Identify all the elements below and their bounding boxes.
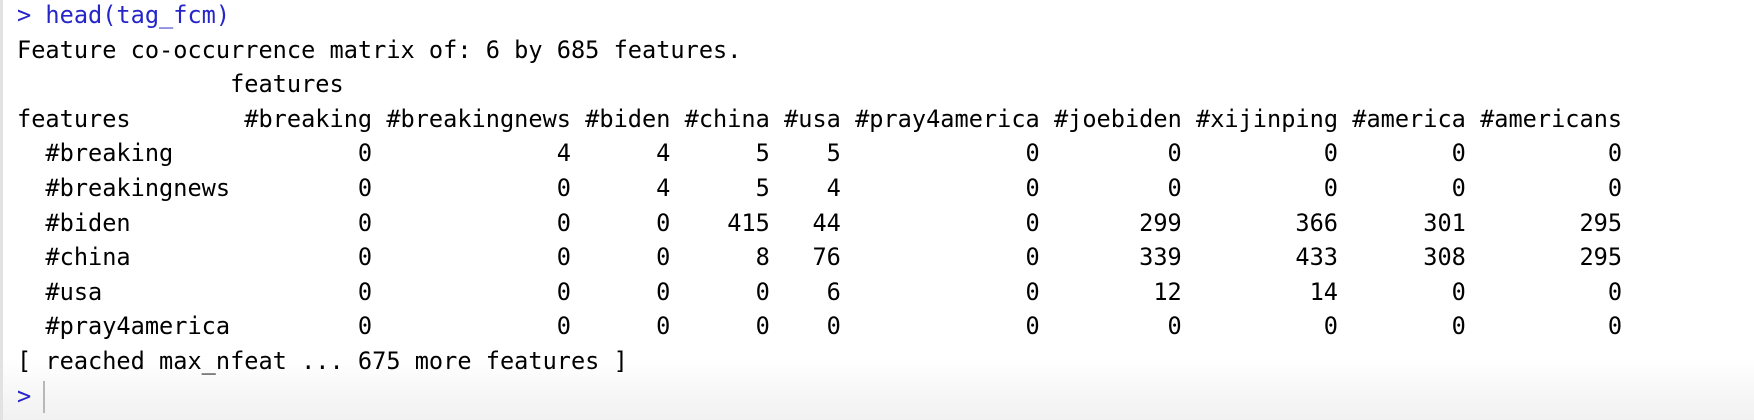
matrix-value: 366 (1295, 208, 1339, 237)
matrix-value: 0 (556, 277, 571, 306)
matrix-row: #china 0 0 0 8 76 0 339 433 308 295 (17, 240, 1747, 274)
input-line[interactable]: > (17, 379, 1747, 413)
row-name: #breaking (45, 139, 174, 168)
matrix-value: 6 (826, 277, 841, 306)
column-header: #breakingnews (386, 104, 571, 133)
matrix-value: 0 (755, 312, 770, 341)
header-line: features #breaking #breakingnews #biden #chi… (17, 102, 1747, 136)
matrix-row: #pray4america 0 0 0 0 0 0 0 0 0 0 (17, 309, 1747, 343)
row-name: #china (45, 243, 131, 272)
matrix-value: 0 (1607, 277, 1623, 306)
column-header: #joebiden (1053, 104, 1182, 133)
output-line: Feature co-occurrence matrix of: 6 by 68… (17, 33, 1747, 67)
input-area (3, 358, 1754, 420)
matrix-value: 308 (1423, 243, 1466, 272)
column-header: #xijinping (1195, 104, 1339, 133)
matrix-value: 0 (357, 174, 373, 202)
matrix-value: 0 (826, 312, 841, 341)
matrix-value: 0 (1025, 312, 1040, 341)
matrix-value: 295 (1579, 243, 1623, 272)
matrix-value: 0 (656, 243, 671, 272)
matrix-value: 0 (1607, 312, 1623, 341)
output-line: [ reached max_nfeat ... 675 more feature… (17, 344, 1747, 378)
matrix-value: 5 (826, 139, 841, 168)
column-header: #china (684, 104, 770, 133)
column-title: features (230, 70, 344, 99)
matrix-value: 14 (1309, 277, 1339, 306)
matrix-value: 0 (556, 208, 571, 237)
output-line: features (17, 67, 1747, 101)
matrix-value: 0 (1451, 139, 1466, 168)
matrix-value: 0 (357, 277, 373, 306)
matrix-value: 0 (1025, 243, 1040, 272)
matrix-value: 76 (812, 243, 841, 272)
matrix-value: 4 (656, 139, 671, 168)
matrix-value: 12 (1153, 277, 1182, 306)
row-title: features (17, 104, 131, 133)
matrix-value: 0 (1323, 174, 1339, 202)
matrix-value: 0 (656, 312, 671, 341)
matrix-value: 301 (1423, 208, 1466, 237)
matrix-value: 0 (656, 208, 671, 237)
matrix-value: 0 (1025, 139, 1040, 168)
matrix-value: 5 (755, 139, 770, 168)
matrix-value: 0 (1451, 312, 1466, 341)
command: head(tag_fcm) (45, 1, 231, 29)
summary: Feature co-occurrence matrix of: 6 by 68… (17, 35, 742, 64)
matrix-row: #usa 0 0 0 0 6 0 12 14 0 0 (17, 275, 1747, 309)
matrix-value: 0 (1025, 277, 1040, 306)
matrix-value: 8 (755, 243, 770, 272)
row-name: #biden (45, 208, 131, 237)
matrix-row: #breakingnews 0 0 4 5 4 0 0 0 0 0 (17, 171, 1747, 205)
matrix-value: 0 (1451, 277, 1466, 306)
matrix-value: 0 (1167, 312, 1182, 341)
footer: [ reached max_nfeat ... 675 more feature… (17, 347, 628, 375)
matrix-value: 4 (656, 174, 671, 202)
column-header: #americans (1480, 104, 1623, 133)
row-name: #usa (45, 277, 103, 306)
matrix-value: 415 (727, 208, 770, 237)
matrix-value: 0 (1167, 139, 1182, 168)
matrix-row: #biden 0 0 0 415 44 0 299 366 301 295 (17, 206, 1747, 240)
matrix-value: 4 (556, 139, 571, 168)
row-name: #pray4america (45, 312, 231, 341)
matrix-value: 433 (1295, 243, 1339, 272)
matrix-value: 0 (357, 139, 373, 168)
matrix-value: 0 (1451, 174, 1466, 202)
matrix-value: 0 (1025, 174, 1040, 202)
row-name: #breakingnews (45, 174, 231, 202)
matrix-value: 0 (1167, 174, 1182, 202)
cursor (42, 380, 45, 413)
matrix-value: 0 (357, 243, 373, 272)
column-header: #usa (784, 104, 841, 133)
matrix-value: 44 (812, 208, 841, 237)
column-header: #breaking (244, 104, 373, 133)
matrix-value: 0 (556, 243, 571, 272)
matrix-value: 0 (357, 208, 373, 237)
matrix-value: 4 (826, 174, 841, 202)
matrix-row: #breaking 0 4 4 5 5 0 0 0 0 0 (17, 136, 1747, 170)
matrix-value: 295 (1579, 208, 1623, 237)
prompt: > (17, 381, 32, 410)
matrix-value: 5 (755, 174, 770, 202)
matrix-value: 299 (1139, 208, 1182, 237)
matrix-value: 0 (357, 312, 373, 341)
prompt: > (17, 1, 32, 29)
matrix-value: 0 (1607, 174, 1623, 202)
matrix-value: 0 (1607, 139, 1623, 168)
matrix-value: 0 (1323, 139, 1339, 168)
matrix-value: 0 (556, 174, 571, 202)
matrix-value: 339 (1139, 243, 1182, 272)
column-header: #america (1352, 104, 1466, 133)
matrix-value: 0 (556, 312, 571, 341)
matrix-value: 0 (1025, 208, 1040, 237)
column-header: #biden (585, 104, 671, 133)
matrix-value: 0 (755, 277, 770, 306)
column-header: #pray4america (855, 104, 1040, 133)
matrix-value: 0 (1323, 312, 1339, 341)
matrix-value: 0 (656, 277, 671, 306)
command-line: > head(tag_fcm) (17, 0, 1747, 32)
